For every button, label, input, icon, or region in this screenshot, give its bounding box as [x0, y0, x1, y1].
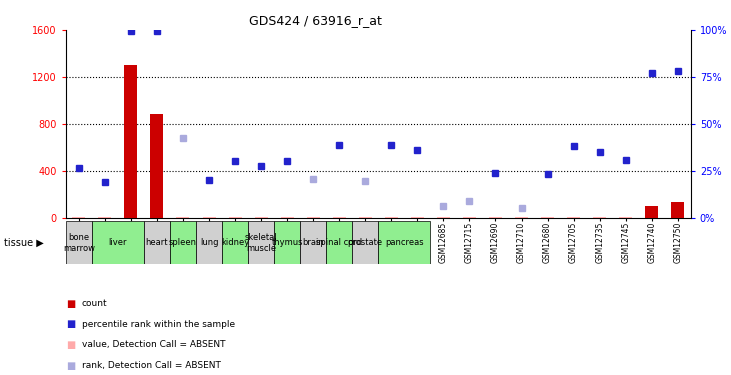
Bar	[645, 206, 658, 218]
Text: pancreas: pancreas	[385, 238, 424, 248]
Bar	[124, 65, 137, 218]
Bar	[196, 221, 222, 264]
Text: skeletal
muscle: skeletal muscle	[245, 233, 278, 252]
Text: rank, Detection Call = ABSENT: rank, Detection Call = ABSENT	[82, 361, 221, 370]
Text: tissue ▶: tissue ▶	[4, 238, 43, 248]
Text: heart: heart	[145, 238, 168, 248]
Text: bone
marrow: bone marrow	[63, 233, 95, 252]
Bar	[300, 221, 326, 264]
Text: ■: ■	[66, 340, 75, 350]
Bar	[274, 221, 300, 264]
Text: kidney: kidney	[221, 238, 249, 248]
Bar	[66, 221, 92, 264]
Text: spleen: spleen	[169, 238, 197, 248]
Text: spinal cord: spinal cord	[317, 238, 363, 248]
Bar	[379, 221, 431, 264]
Bar	[222, 221, 248, 264]
Title: GDS424 / 63916_r_at: GDS424 / 63916_r_at	[249, 15, 382, 27]
Text: value, Detection Call = ABSENT: value, Detection Call = ABSENT	[82, 340, 225, 350]
Text: lung: lung	[200, 238, 219, 248]
Text: ■: ■	[66, 361, 75, 370]
Text: percentile rank within the sample: percentile rank within the sample	[82, 320, 235, 329]
Text: count: count	[82, 299, 107, 308]
Bar	[144, 221, 170, 264]
Bar	[326, 221, 352, 264]
Bar	[151, 114, 164, 218]
Bar	[352, 221, 379, 264]
Text: ■: ■	[66, 320, 75, 329]
Bar	[671, 202, 684, 217]
Bar	[92, 221, 144, 264]
Bar	[170, 221, 196, 264]
Text: ■: ■	[66, 299, 75, 309]
Text: brain: brain	[303, 238, 324, 248]
Text: prostate: prostate	[348, 238, 383, 248]
Text: liver: liver	[109, 238, 127, 248]
Bar	[248, 221, 274, 264]
Text: thymus: thymus	[271, 238, 303, 248]
